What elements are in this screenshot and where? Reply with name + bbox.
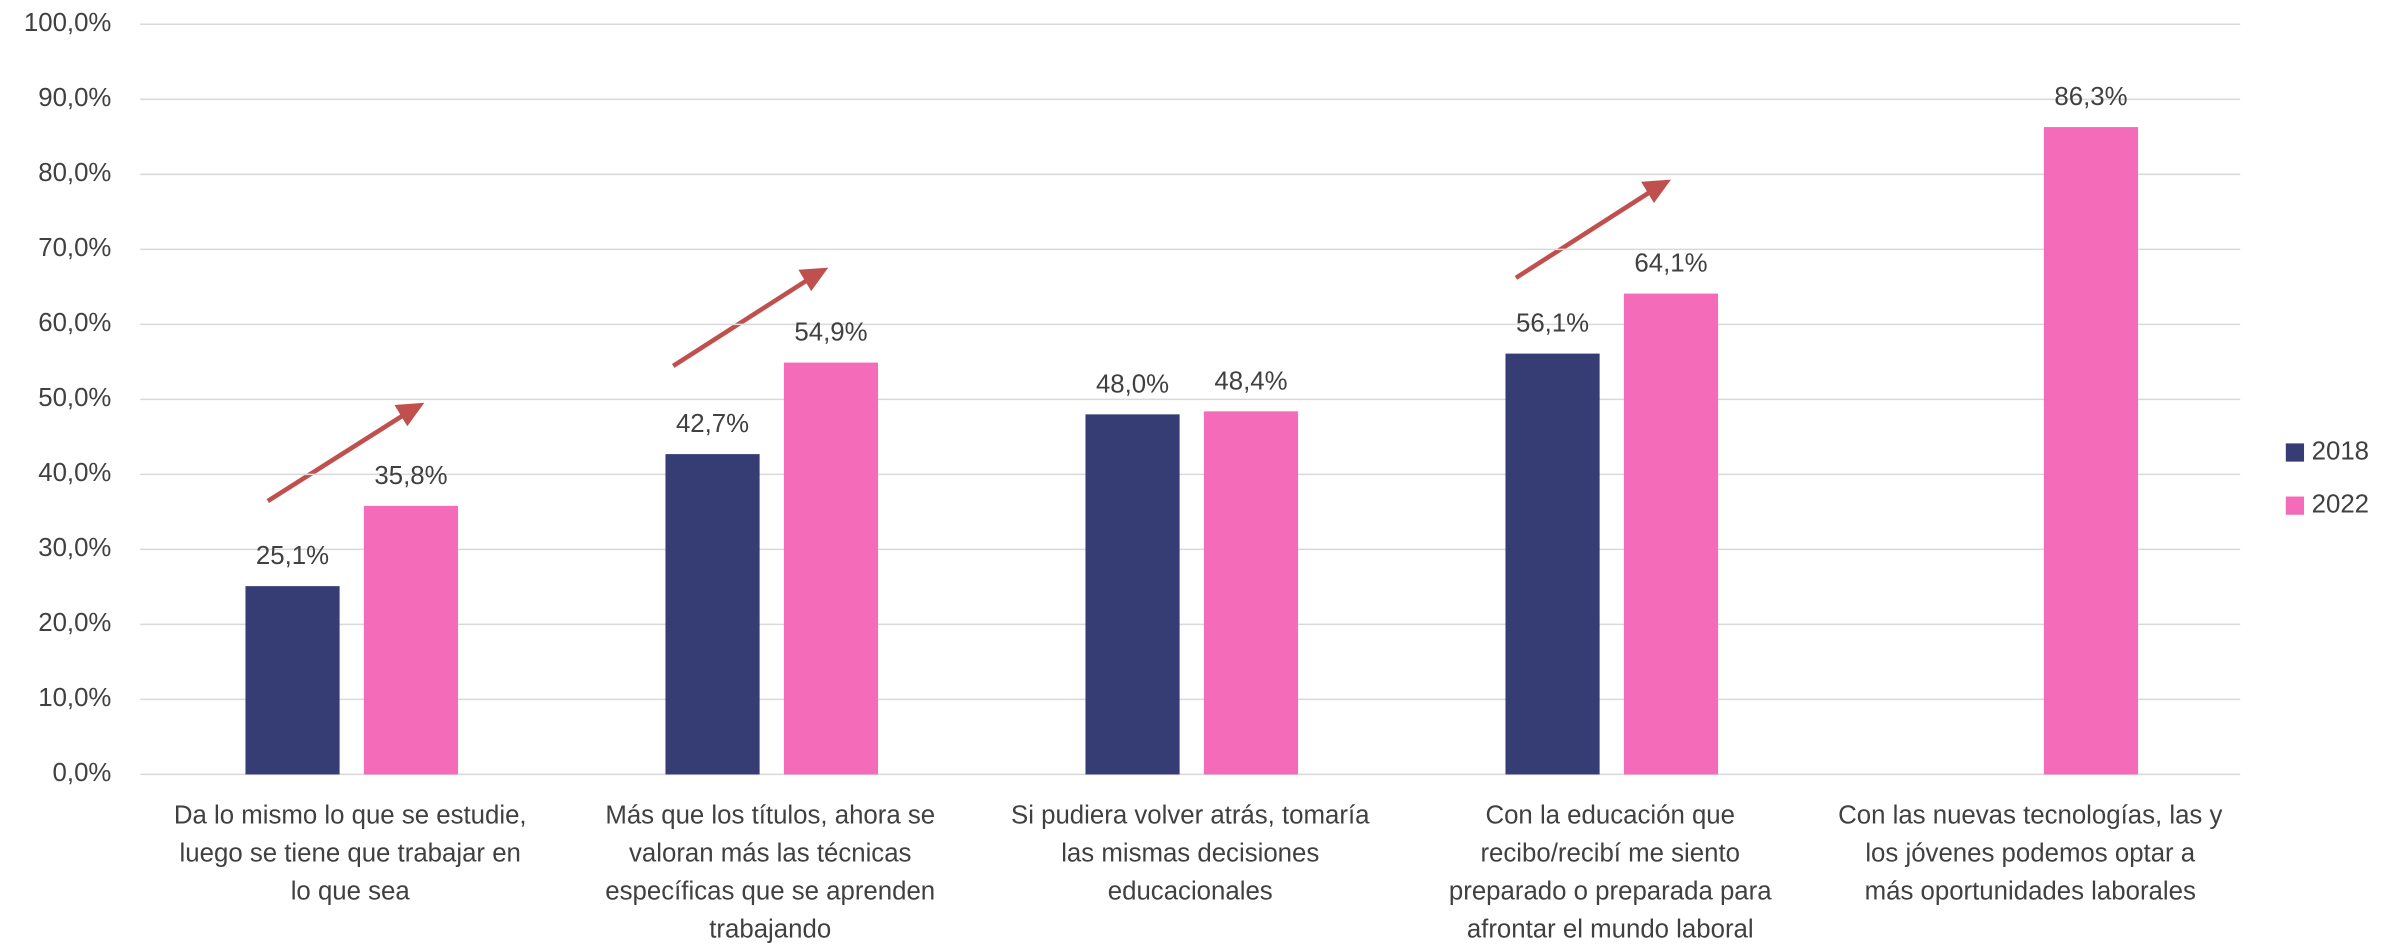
- y-tick-label: 60,0%: [38, 309, 111, 337]
- legend-label: 2022: [2312, 490, 2369, 518]
- arrow-head: [394, 402, 425, 427]
- x-tick-label: las mismas decisiones: [1061, 840, 1319, 868]
- x-tick-label: Más que los títulos, ahora se: [605, 802, 935, 830]
- value-label: 64,1%: [1634, 250, 1707, 278]
- y-tick-label: 30,0%: [38, 534, 111, 562]
- value-label: 25,1%: [256, 542, 329, 570]
- y-tick-label: 70,0%: [38, 234, 111, 262]
- arrow-head: [1641, 179, 1672, 204]
- x-tick-label: Con las nuevas tecnologías, las y: [1838, 802, 2222, 830]
- x-tick-label: valoran más las técnicas: [629, 840, 911, 868]
- y-tick-label: 80,0%: [38, 159, 111, 187]
- trend-arrow: [671, 277, 810, 368]
- arrow-head: [798, 267, 829, 292]
- y-tick-label: 40,0%: [38, 459, 111, 487]
- legend-label: 2018: [2312, 437, 2369, 465]
- value-label: 48,0%: [1096, 370, 1169, 398]
- x-tick-label: lo que sea: [291, 878, 411, 906]
- x-tick-label: trabajando: [709, 916, 831, 944]
- legend-swatch: [2285, 443, 2305, 462]
- y-tick-label: 50,0%: [38, 384, 111, 412]
- value-label: 35,8%: [374, 462, 447, 490]
- y-tick-label: 10,0%: [38, 684, 111, 712]
- legend-swatch: [2285, 496, 2305, 515]
- x-tick-label: más oportunidades laborales: [1865, 878, 2196, 906]
- bar: [2043, 127, 2139, 775]
- x-tick-label: educacionales: [1108, 878, 1273, 906]
- bar: [783, 362, 879, 775]
- x-tick-label: Con la educación que: [1485, 802, 1735, 830]
- bar: [1085, 414, 1180, 775]
- x-tick-label: luego se tiene que trabajar en: [180, 840, 521, 868]
- bar: [1203, 411, 1299, 775]
- x-tick-label: preparado o preparada para: [1449, 878, 1772, 906]
- trend-arrows: [266, 179, 1672, 504]
- value-label: 54,9%: [794, 319, 867, 347]
- value-label: 48,4%: [1214, 367, 1287, 395]
- x-tick-label: específicas que se aprenden: [605, 878, 935, 906]
- x-tick-label: afrontar el mundo laboral: [1467, 916, 1754, 944]
- trend-arrow: [266, 412, 406, 504]
- value-label: 86,3%: [2054, 83, 2127, 111]
- x-tick-label: Si pudiera volver atrás, tomaría: [1011, 802, 1370, 830]
- bar: [1623, 293, 1719, 775]
- trend-arrow: [1514, 189, 1653, 280]
- y-tick-label: 100,0%: [24, 9, 112, 37]
- x-tick-label: Da lo mismo lo que se estudie,: [174, 802, 527, 830]
- x-tick-label: los jóvenes podemos optar a: [1865, 840, 2195, 868]
- y-tick-label: 20,0%: [38, 609, 111, 637]
- y-tick-label: 0,0%: [53, 759, 112, 787]
- y-tick-label: 90,0%: [38, 84, 111, 112]
- bar: [1505, 353, 1600, 775]
- value-label: 42,7%: [676, 410, 749, 438]
- bar: [363, 505, 459, 775]
- bar: [245, 586, 340, 775]
- value-label: 56,1%: [1516, 310, 1589, 338]
- x-tick-label: recibo/recibí me siento: [1480, 840, 1740, 868]
- bar: [665, 454, 760, 775]
